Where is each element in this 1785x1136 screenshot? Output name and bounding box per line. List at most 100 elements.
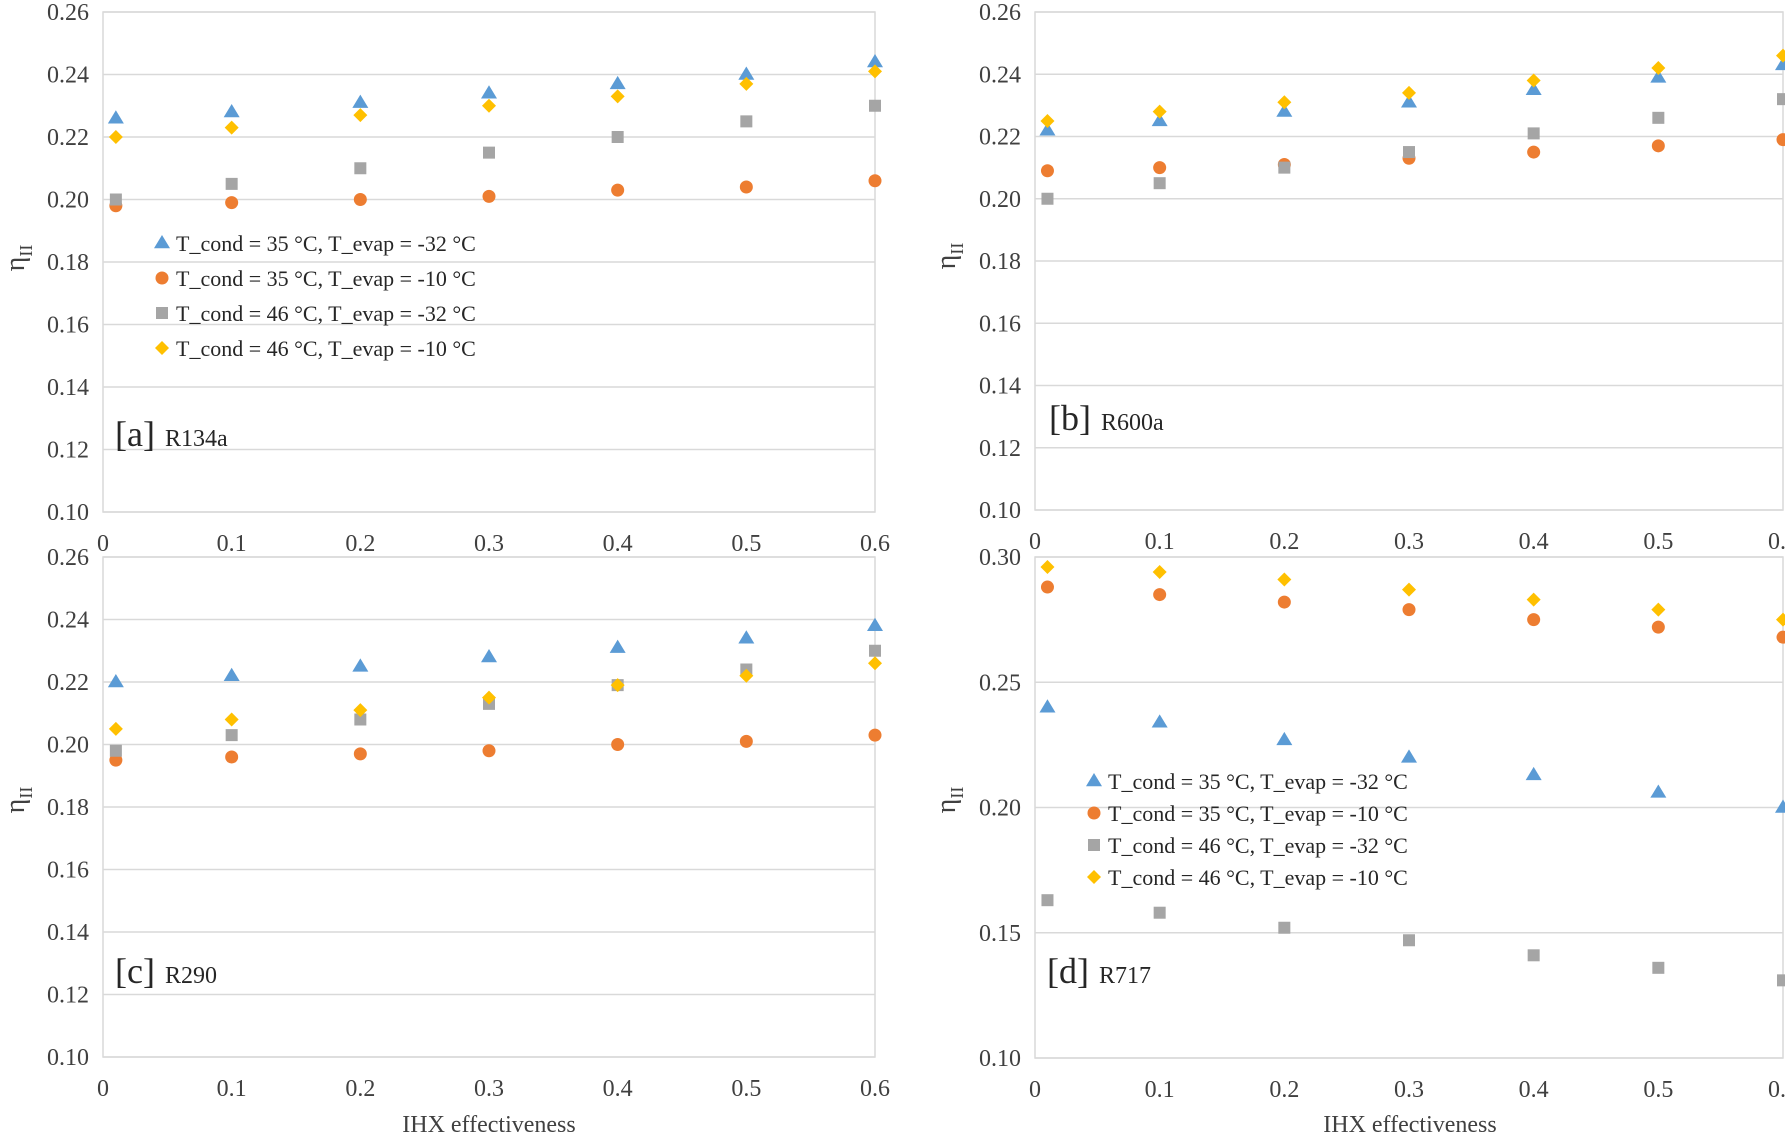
y-axis-label: ηII bbox=[0, 787, 36, 814]
data-point bbox=[609, 75, 626, 90]
x-tick-label: 0.6 bbox=[1768, 529, 1785, 555]
data-point bbox=[1776, 612, 1785, 627]
x-tick-label: 0.4 bbox=[603, 1076, 633, 1102]
data-point bbox=[1152, 565, 1167, 580]
panel-label: [a] R134a bbox=[115, 414, 228, 454]
data-point bbox=[108, 721, 123, 736]
data-point bbox=[354, 713, 367, 726]
y-axis-label-subscript: II bbox=[16, 245, 36, 257]
data-point bbox=[224, 712, 239, 727]
data-point bbox=[225, 729, 238, 742]
y-tick-label: 0.24 bbox=[47, 63, 89, 89]
data-point bbox=[107, 674, 124, 688]
chart-panel-c: 0.10 0.12 0.14 0.16 0.18 0.20 0.22 0.24 0.26 0 0.1… bbox=[0, 545, 890, 1136]
data-point bbox=[108, 130, 123, 144]
data-point bbox=[1040, 560, 1055, 575]
data-point bbox=[610, 678, 625, 693]
data-point bbox=[1153, 906, 1166, 919]
data-point bbox=[1650, 69, 1667, 83]
legend-label: T_cond = 35 °C, T_evap = -10 °C bbox=[1108, 801, 1408, 826]
data-point bbox=[1040, 580, 1054, 594]
series-1 bbox=[107, 54, 883, 124]
data-point bbox=[1777, 974, 1785, 987]
plot-area-border bbox=[102, 556, 876, 1058]
data-point bbox=[739, 180, 753, 194]
x-tick-label: 0.3 bbox=[1394, 529, 1424, 555]
data-point bbox=[1776, 48, 1785, 63]
data-point bbox=[225, 750, 239, 764]
chart-panel-d: 0.10 0.15 0.20 0.25 0.30 0 0.1 0.2 0.3 0.4 0.5 0.6 η… bbox=[931, 545, 1785, 1136]
data-point bbox=[868, 64, 882, 79]
data-point bbox=[353, 703, 368, 718]
y-tick-label: 0.24 bbox=[979, 62, 1021, 88]
data-point bbox=[1278, 921, 1291, 934]
y-tick-label: 0.20 bbox=[979, 796, 1021, 822]
data-point bbox=[611, 183, 625, 197]
legend-marker bbox=[1088, 839, 1100, 851]
data-point bbox=[1651, 602, 1666, 617]
x-axis-label: IHX effectiveness bbox=[1323, 1112, 1496, 1136]
data-point bbox=[739, 668, 754, 683]
data-point bbox=[1151, 714, 1168, 728]
data-point bbox=[1401, 94, 1417, 108]
x-tick-label: 0 bbox=[97, 531, 109, 557]
x-tick-label: 0 bbox=[97, 1076, 109, 1102]
data-point bbox=[738, 66, 755, 80]
legend-marker bbox=[155, 341, 169, 355]
data-point bbox=[609, 639, 626, 653]
panel-letter: [d] bbox=[1047, 951, 1089, 991]
series-2 bbox=[109, 728, 882, 767]
data-point bbox=[482, 690, 496, 705]
x-tick-label: 0.6 bbox=[860, 531, 890, 557]
data-point bbox=[1401, 749, 1417, 763]
series-3 bbox=[109, 99, 881, 206]
data-point bbox=[1527, 127, 1540, 140]
series-1 bbox=[107, 617, 883, 688]
data-point bbox=[225, 177, 238, 190]
data-point bbox=[481, 85, 497, 99]
legend-item: T_cond = 46 °C, T_evap = -10 °C bbox=[1087, 865, 1408, 890]
y-tick-label: 0.25 bbox=[979, 670, 1021, 696]
data-point bbox=[1650, 784, 1667, 798]
data-point bbox=[1278, 161, 1291, 174]
y-axis-label-symbol: η bbox=[931, 255, 962, 270]
data-point bbox=[868, 174, 882, 188]
y-tick-label: 0.14 bbox=[47, 375, 89, 401]
y-axis-label-subscript: II bbox=[16, 787, 36, 799]
data-point bbox=[1153, 588, 1167, 602]
data-point bbox=[1525, 766, 1542, 781]
data-point bbox=[109, 193, 122, 206]
y-tick-label: 0.24 bbox=[47, 608, 89, 634]
x-tick-label: 0.3 bbox=[1394, 1077, 1424, 1103]
series-3 bbox=[1041, 93, 1785, 205]
x-tick-label: 0.1 bbox=[1145, 1077, 1175, 1103]
legend-label: T_cond = 35 °C, T_evap = -10 °C bbox=[176, 266, 476, 291]
legend: T_cond = 35 °C, T_evap = -32 °C T_cond = … bbox=[1086, 769, 1408, 890]
data-point bbox=[867, 54, 883, 68]
data-point bbox=[869, 99, 881, 112]
y-tick-label: 0.26 bbox=[47, 0, 89, 26]
y-tick-label: 0.15 bbox=[979, 921, 1021, 947]
data-point bbox=[353, 747, 367, 761]
data-point bbox=[1525, 81, 1542, 96]
y-axis-label-symbol: η bbox=[0, 799, 31, 814]
x-tick-label: 0.2 bbox=[345, 1076, 375, 1102]
data-point bbox=[1153, 177, 1166, 190]
data-point bbox=[868, 728, 882, 742]
data-point bbox=[1526, 73, 1541, 88]
data-point bbox=[611, 738, 625, 751]
panel-name: R134a bbox=[165, 426, 228, 452]
data-point bbox=[1777, 93, 1785, 106]
data-point bbox=[1652, 961, 1665, 974]
y-tick-label: 0.26 bbox=[47, 545, 89, 571]
legend-marker bbox=[1087, 806, 1101, 820]
panel-letter: [a] bbox=[115, 414, 155, 454]
y-tick-label: 0.22 bbox=[979, 125, 1021, 151]
legend-item: T_cond = 46 °C, T_evap = -32 °C bbox=[1088, 833, 1408, 858]
data-point bbox=[1151, 112, 1168, 127]
x-axis-label: IHX effectiveness bbox=[402, 1112, 575, 1136]
x-tick-label: 0.5 bbox=[1643, 1077, 1673, 1103]
data-point bbox=[1277, 595, 1291, 609]
data-point bbox=[109, 753, 123, 767]
panel-name: R717 bbox=[1099, 963, 1151, 989]
